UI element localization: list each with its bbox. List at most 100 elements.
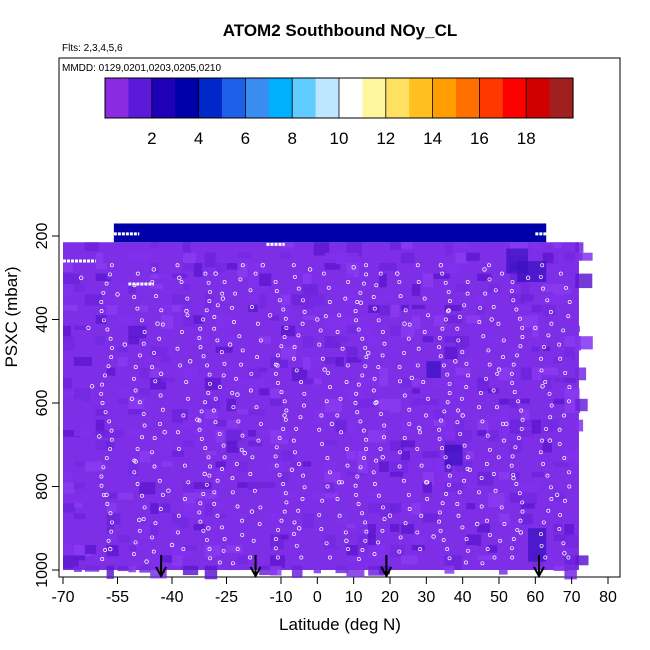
heatmap-cell <box>63 336 76 351</box>
heatmap-cell <box>531 242 540 249</box>
sample-point <box>235 547 240 552</box>
heatmap-cell <box>215 263 226 273</box>
heatmap-cell <box>390 325 408 338</box>
heatmap-cell <box>466 482 482 489</box>
heatmap-cell <box>84 565 100 572</box>
heatmap-cell <box>509 555 521 561</box>
heatmap-cell <box>302 513 315 529</box>
sample-point <box>291 532 296 537</box>
sample-point <box>106 538 111 543</box>
sample-point <box>328 385 332 390</box>
sample-point <box>89 384 95 389</box>
heatmap-cell <box>237 513 247 519</box>
sample-point <box>240 532 245 537</box>
sample-point <box>520 335 525 339</box>
sample-point <box>371 470 376 475</box>
sample-point <box>141 411 146 416</box>
heatmap-cell <box>302 461 312 467</box>
sample-point <box>516 399 521 404</box>
sample-point <box>249 305 254 309</box>
heatmap-cell <box>117 398 129 405</box>
heatmap-cell <box>313 513 328 529</box>
heatmap-cell <box>161 357 170 363</box>
heatmap-cell <box>226 336 235 343</box>
sample-point <box>279 390 284 395</box>
sample-point <box>374 400 379 405</box>
heatmap-cell <box>433 409 451 419</box>
heatmap-cell <box>248 377 264 389</box>
sample-point <box>299 380 304 385</box>
sample-point <box>294 368 299 373</box>
sample-point <box>240 263 245 268</box>
heatmap-cell <box>444 242 453 255</box>
sample-point <box>444 317 448 322</box>
heatmap-cell <box>281 294 290 305</box>
sample-point <box>481 334 486 339</box>
sample-point <box>446 308 451 313</box>
sample-point <box>378 271 383 276</box>
sample-point <box>416 279 421 284</box>
heatmap-cell <box>237 263 248 278</box>
arrow-head <box>155 566 167 579</box>
sample-point <box>328 555 332 560</box>
sample-point <box>491 388 496 393</box>
heatmap-cell <box>150 263 159 275</box>
heatmap-cell <box>444 461 452 474</box>
sample-point <box>317 512 322 517</box>
sample-point <box>254 405 259 410</box>
sample-point <box>441 537 446 542</box>
sample-point <box>538 274 543 279</box>
sample-point <box>240 518 245 523</box>
heatmap-cell <box>95 273 111 281</box>
sample-point <box>284 408 289 413</box>
sample-point <box>109 529 114 534</box>
arrow-head <box>533 566 545 579</box>
sample-point <box>456 338 461 343</box>
sample-point <box>379 411 383 416</box>
sample-point <box>356 327 361 332</box>
x-tick-label: -10 <box>269 589 292 606</box>
sample-point <box>514 307 519 312</box>
sample-point <box>150 365 155 370</box>
sample-point <box>327 300 332 304</box>
sample-point <box>213 396 218 401</box>
sample-point <box>547 438 553 443</box>
heatmap-cell <box>520 419 534 428</box>
sample-point <box>326 285 331 290</box>
heatmap-cell <box>357 346 370 360</box>
heatmap-cell <box>73 284 85 292</box>
heatmap-cell <box>226 357 235 364</box>
sample-point <box>511 362 516 367</box>
heatmap-cell <box>346 471 365 477</box>
sample-point <box>291 263 296 268</box>
heatmap-cell <box>346 294 357 305</box>
heatmap-cell <box>248 294 257 301</box>
heatmap-cell <box>400 524 414 534</box>
sample-point <box>356 382 361 387</box>
sample-point <box>447 473 452 478</box>
sample-point <box>462 443 467 448</box>
sample-point <box>539 532 543 537</box>
sample-point <box>397 365 402 370</box>
sample-point <box>437 436 442 441</box>
y-tick-label: 600 <box>34 390 51 417</box>
heatmap-cell <box>226 440 239 453</box>
heatmap-cell <box>466 346 484 354</box>
heatmap-cell <box>63 377 73 393</box>
sample-point <box>380 528 385 533</box>
heatmap-cell <box>564 555 577 565</box>
heatmap-cell <box>182 545 197 551</box>
sample-point <box>466 548 471 553</box>
sample-point <box>321 271 326 276</box>
sample-point <box>464 361 469 366</box>
heatmap-cell <box>400 252 415 264</box>
sample-point <box>546 333 551 338</box>
sample-point <box>203 400 207 405</box>
sample-point <box>545 473 550 478</box>
sample-point <box>567 385 572 390</box>
sample-point <box>546 508 551 513</box>
heatmap-cell <box>411 388 420 394</box>
sample-point <box>144 559 149 564</box>
heatmap-cell <box>73 534 90 544</box>
